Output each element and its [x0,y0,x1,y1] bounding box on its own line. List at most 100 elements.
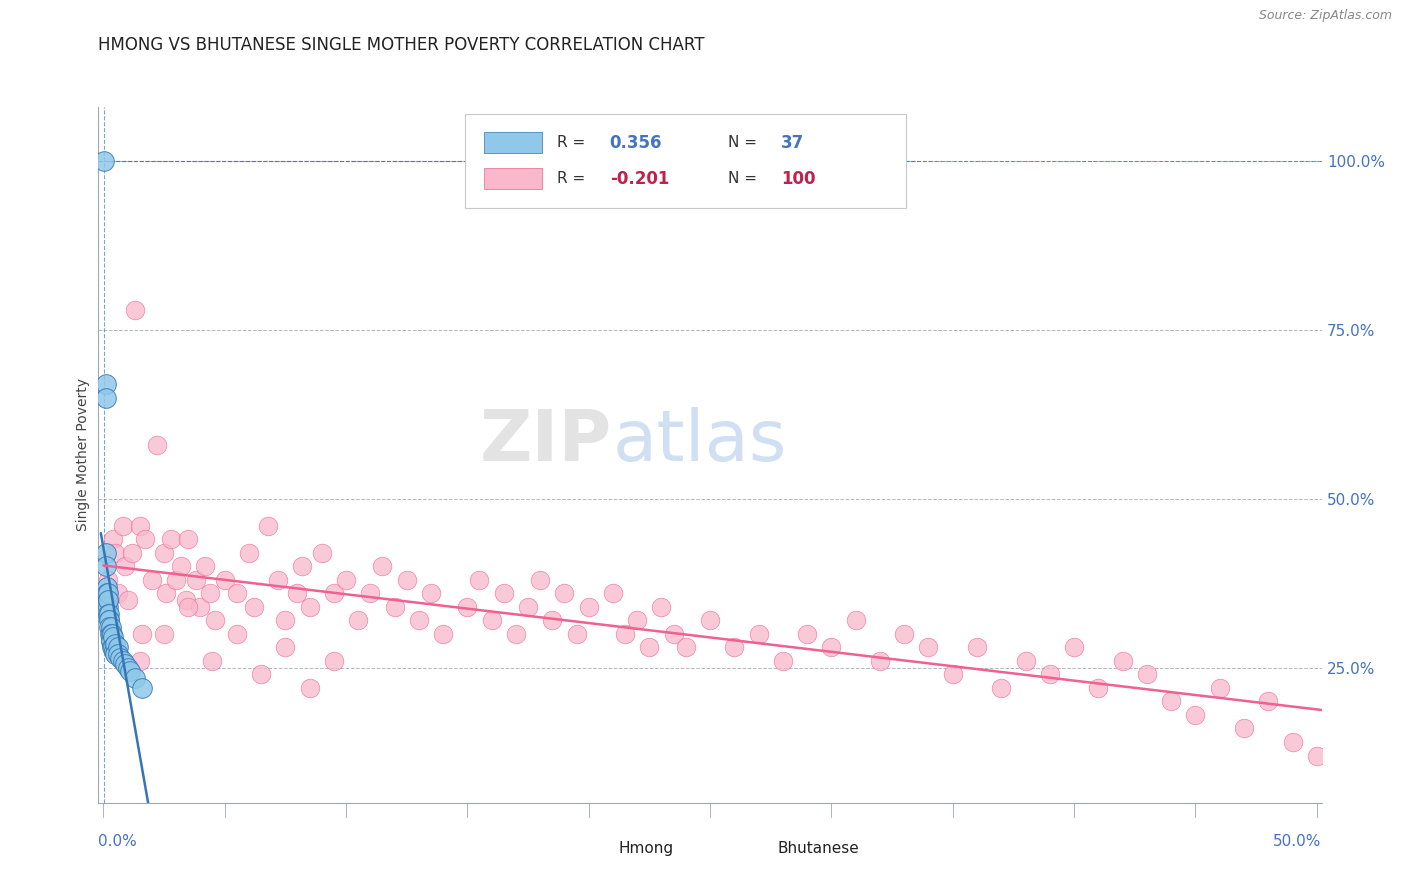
Point [134,533,156,547]
Point [114,559,136,574]
Text: 50.0%: 50.0% [1274,834,1322,849]
Point [188,599,212,614]
Point [238,546,260,560]
Point [1111,654,1133,668]
Point [121,546,143,560]
Point [98,614,121,628]
Point [565,627,588,641]
Point [432,627,454,641]
Point [311,546,333,560]
FancyBboxPatch shape [564,841,606,856]
Point [267,573,290,587]
Point [100,627,122,641]
Point [845,614,868,628]
Point [107,647,129,661]
Point [100,640,122,655]
Point [335,573,357,587]
Point [541,614,564,628]
Point [626,614,648,628]
Point [322,654,344,668]
Text: -0.201: -0.201 [610,169,669,187]
Point [177,599,200,614]
Point [257,519,280,533]
Point [94,376,117,391]
Point [492,586,515,600]
Point [93,154,115,169]
Point [145,438,167,452]
Text: Hmong: Hmong [619,841,673,856]
Point [97,599,120,614]
Point [287,586,309,600]
Point [96,559,118,574]
Point [1233,722,1256,736]
FancyBboxPatch shape [484,132,543,153]
Point [170,559,193,574]
FancyBboxPatch shape [723,841,765,856]
Text: Source: ZipAtlas.com: Source: ZipAtlas.com [1258,9,1392,22]
Text: 0.0%: 0.0% [98,834,138,849]
Point [614,627,637,641]
Point [638,640,661,655]
Point [153,627,176,641]
Text: R =: R = [557,135,591,150]
Point [165,573,187,587]
Point [1160,694,1182,708]
Point [97,593,120,607]
Point [118,664,141,678]
Point [796,627,818,641]
Point [101,630,124,644]
Point [869,654,891,668]
Point [153,546,176,560]
Point [699,614,721,628]
Point [124,671,146,685]
Point [97,614,120,628]
Point [384,599,406,614]
Point [225,627,247,641]
Point [107,640,129,655]
Point [214,573,236,587]
Point [1063,640,1085,655]
Point [111,654,134,668]
Point [97,593,120,607]
Point [100,620,122,634]
Point [96,580,118,594]
Point [942,667,965,681]
Point [111,519,134,533]
Point [1306,748,1329,763]
Point [966,640,988,655]
Point [198,586,221,600]
Point [131,627,153,641]
Point [110,650,132,665]
Point [917,640,939,655]
Point [104,637,127,651]
Point [97,607,120,621]
Point [347,614,370,628]
Text: HMONG VS BHUTANESE SINGLE MOTHER POVERTY CORRELATION CHART: HMONG VS BHUTANESE SINGLE MOTHER POVERTY… [98,36,704,54]
Point [103,644,125,658]
Text: N =: N = [728,135,762,150]
Point [517,599,540,614]
Point [98,627,121,641]
Point [274,614,297,628]
Point [184,573,207,587]
Point [1014,654,1036,668]
Point [1184,708,1206,723]
Point [1039,667,1062,681]
Text: 0.356: 0.356 [610,134,662,152]
Text: Bhutanese: Bhutanese [778,841,859,856]
Point [662,627,685,641]
Point [101,640,124,655]
FancyBboxPatch shape [484,169,543,189]
Point [395,573,418,587]
Point [529,573,551,587]
Point [117,593,139,607]
Point [94,391,117,405]
Text: ZIP: ZIP [479,407,612,475]
Point [553,586,575,600]
Text: atlas: atlas [612,407,786,475]
Point [160,533,183,547]
Point [100,633,122,648]
Point [505,627,527,641]
Point [1257,694,1279,708]
Point [242,599,264,614]
